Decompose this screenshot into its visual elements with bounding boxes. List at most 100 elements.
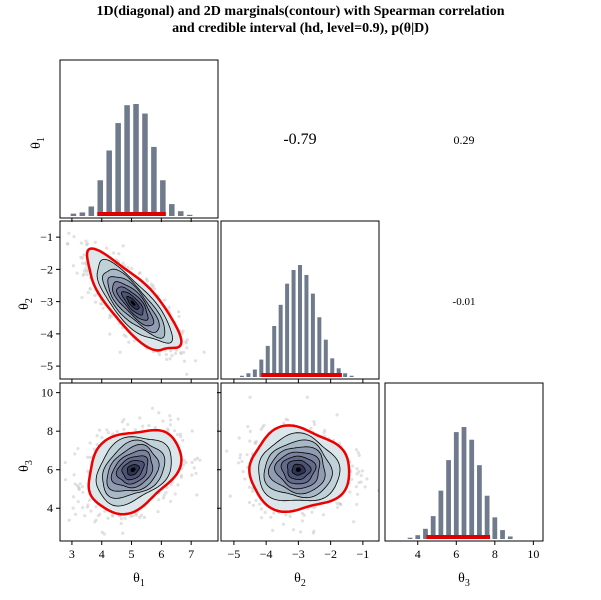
scatter-point — [261, 425, 265, 429]
scatter-point — [184, 341, 188, 345]
y-tick-label: −1 — [40, 230, 53, 244]
panel-frame — [59, 59, 219, 219]
panel-frame — [59, 382, 219, 542]
histogram-bar — [133, 104, 139, 216]
scatter-point — [312, 422, 317, 426]
x-tick-label: 4 — [99, 547, 105, 561]
scatter-point — [177, 310, 181, 314]
scatter-point — [355, 502, 359, 507]
scatter-point — [174, 348, 179, 352]
scatter-point — [95, 434, 99, 438]
scatter-point — [357, 470, 361, 474]
scatter-point — [111, 513, 115, 517]
scatter-point — [182, 350, 186, 354]
scatter-point — [67, 518, 71, 522]
scatter-point — [181, 463, 186, 467]
y-tick-label: 4 — [47, 501, 53, 515]
scatter-point — [240, 459, 244, 464]
x-tick-label: −4 — [260, 547, 273, 561]
scatter-point — [145, 279, 150, 283]
histogram-bar — [336, 368, 341, 377]
scatter-point — [259, 507, 264, 511]
scatter-point — [115, 429, 119, 434]
scatter-point — [176, 483, 180, 487]
scatter-point — [175, 433, 180, 437]
histogram-bar — [115, 123, 121, 216]
scatter-point — [47, 487, 50, 490]
scatter-point — [152, 287, 157, 291]
scatter-point — [67, 231, 71, 235]
scatter-point — [228, 494, 232, 498]
x-tick-label: 4 — [415, 547, 421, 561]
scatter-point — [241, 469, 245, 474]
scatter-point — [82, 269, 87, 273]
histogram-bar — [438, 490, 444, 539]
histogram-bar — [500, 530, 505, 539]
scatter-point — [119, 521, 123, 526]
scatter-point — [108, 332, 112, 336]
scatter-point — [309, 426, 313, 430]
scatter-point — [184, 460, 188, 465]
scatter-point — [88, 286, 92, 291]
y-axis-label-theta3: θ3 — [17, 460, 35, 472]
scatter-point — [263, 510, 267, 514]
scatter-point — [254, 439, 259, 444]
histogram-bar — [169, 204, 175, 216]
panel-frame — [384, 382, 544, 542]
scatter-point — [360, 469, 365, 473]
scatter-point — [190, 429, 194, 433]
scatter-point — [193, 359, 198, 363]
scatter-point — [53, 217, 56, 220]
histogram-bar — [70, 213, 77, 216]
scatter-point — [100, 435, 104, 440]
scatter-point — [76, 500, 80, 504]
scatter-point — [269, 515, 273, 519]
scatter-point — [299, 530, 303, 534]
x-tick-label: 5 — [129, 547, 135, 561]
x-tick-label: −5 — [228, 547, 241, 561]
scatter-point — [202, 350, 206, 354]
scatter-point — [98, 512, 102, 516]
scatter-point — [111, 432, 115, 436]
scatter-point — [162, 493, 166, 497]
scatter-point — [291, 528, 296, 532]
scatter-point — [126, 265, 130, 269]
scatter-point — [182, 359, 187, 363]
scatter-point — [150, 406, 155, 410]
y-axis-label-theta2: θ2 — [17, 298, 35, 310]
scatter-point — [350, 464, 355, 468]
scatter-point — [157, 352, 162, 357]
scatter-point — [254, 498, 258, 503]
scatter-point — [193, 384, 196, 387]
scatter-point — [284, 513, 288, 517]
scatter-point — [168, 414, 172, 418]
scatter-point — [80, 256, 85, 260]
histogram-bar — [151, 146, 157, 216]
scatter-point — [147, 423, 151, 428]
histogram-bar — [142, 113, 148, 216]
scatter-point — [81, 273, 85, 277]
histogram-bar — [239, 375, 244, 377]
scatter-point — [355, 472, 359, 476]
credible-contour — [248, 424, 351, 514]
scatter-point — [119, 517, 124, 521]
scatter-point — [109, 314, 113, 318]
histogram-bar — [259, 359, 264, 377]
scatter-point — [352, 520, 356, 524]
scatter-point — [176, 417, 180, 421]
scatter-point — [247, 485, 252, 489]
scatter-point — [83, 514, 87, 518]
scatter-point — [117, 252, 121, 256]
scatter-point — [71, 264, 75, 268]
histogram-bar — [423, 528, 428, 539]
scatter-point — [94, 505, 98, 509]
scatter-point — [84, 266, 88, 270]
scatter-point — [93, 293, 97, 297]
scatter-point — [131, 514, 135, 518]
scatter-point — [182, 458, 186, 462]
scatter-point — [190, 460, 194, 464]
scatter-point — [250, 489, 255, 493]
histogram-bar — [265, 345, 270, 377]
scatter-point — [95, 442, 99, 447]
scatter-point — [93, 300, 98, 304]
